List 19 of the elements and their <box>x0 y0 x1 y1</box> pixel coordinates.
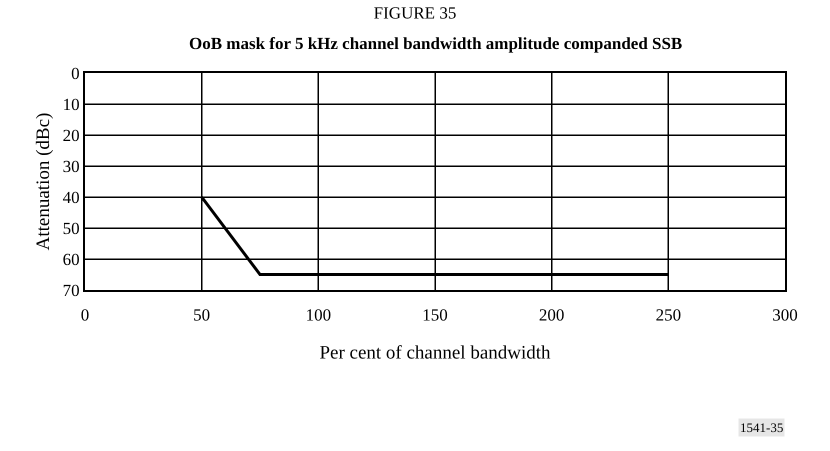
y-tick-label: 70 <box>62 280 80 300</box>
chart-subtitle: OoB mask for 5 kHz channel bandwidth amplitude companded SSB <box>189 34 682 53</box>
x-tick-label: 50 <box>193 305 210 324</box>
x-tick-label: 150 <box>422 305 448 324</box>
y-tick-label: 40 <box>62 188 80 207</box>
x-tick-label: 300 <box>772 305 798 324</box>
chart-title: FIGURE 35 <box>374 4 456 23</box>
y-tick-label: 50 <box>62 218 80 238</box>
y-tick-label: 30 <box>62 156 80 176</box>
y-tick-label: 10 <box>62 94 80 114</box>
y-tick-label: 0 <box>71 64 80 83</box>
x-tick-label: 100 <box>306 305 332 324</box>
x-tick-label: 250 <box>656 305 682 324</box>
text: 1541-35 <box>740 420 784 435</box>
x-axis-title: Per cent of channel bandwidth <box>319 342 552 364</box>
y-axis-title: Attenuation (dBc) <box>32 112 54 250</box>
y-tick-label: 60 <box>62 250 80 269</box>
x-tick-label: 200 <box>538 305 564 324</box>
y-tick-label: 20 <box>62 126 80 145</box>
